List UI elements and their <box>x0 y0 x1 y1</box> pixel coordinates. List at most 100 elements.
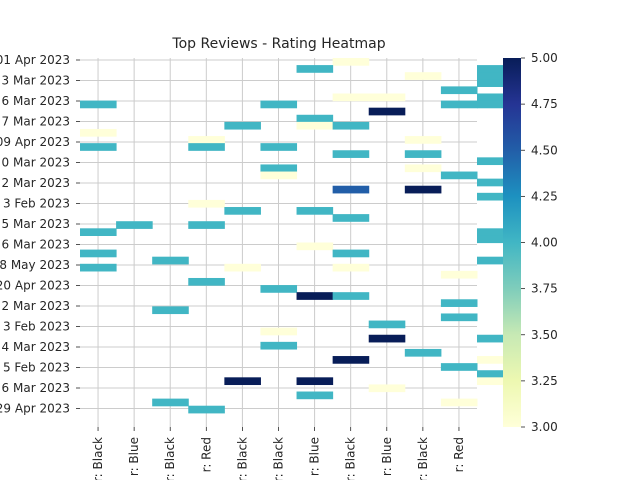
heatmap-cell <box>296 377 334 386</box>
colorbar-tick-label: 4.75 <box>531 97 558 111</box>
heatmap-cell <box>260 143 298 151</box>
colorbar-tick-label: 5.00 <box>531 51 558 65</box>
heatmap-cell <box>440 299 478 307</box>
heatmap-cell <box>440 363 478 371</box>
x-tick-label: r: Black <box>272 437 286 480</box>
heatmap-cell <box>404 348 442 357</box>
heatmap-cell <box>477 334 514 343</box>
heatmap-cell <box>477 235 514 244</box>
y-tick-label: 2 Mar 2023 <box>2 176 70 190</box>
x-tick-label: r: Blue <box>127 437 141 476</box>
heatmap-cell <box>404 72 442 80</box>
heatmap-cell <box>80 263 117 272</box>
y-tick-label: 8 May 2023 <box>0 258 70 272</box>
heatmap-cell <box>477 65 514 73</box>
heatmap-cell <box>440 171 478 180</box>
colorbar-tick-label: 3.50 <box>531 328 558 342</box>
x-tick-label: r: Red <box>199 437 213 472</box>
y-tick-label: 7 Mar 2023 <box>2 115 70 129</box>
heatmap-cell <box>477 100 514 109</box>
chart-title: Top Reviews - Rating Heatmap <box>171 36 385 52</box>
heatmap-cell <box>440 86 478 95</box>
heatmap-cell <box>440 100 478 109</box>
heatmap-cell <box>188 405 225 414</box>
y-tick-label: 09 Apr 2023 <box>0 135 70 149</box>
y-tick-label: 3 Mar 2023 <box>2 74 70 88</box>
heatmap-cell <box>404 150 442 158</box>
heatmap-cell <box>296 114 334 123</box>
heatmap-cell <box>477 72 514 80</box>
y-tick-label: 3 Feb 2023 <box>3 320 70 334</box>
heatmap-cell <box>224 121 261 130</box>
heatmap-cell <box>440 398 478 407</box>
colorbar-tick-label: 4.00 <box>531 236 558 250</box>
heatmap-cell <box>477 192 514 201</box>
heatmap-cell <box>332 356 370 364</box>
y-tick-label: 29 Apr 2023 <box>0 402 70 416</box>
heatmap-cell <box>332 121 370 130</box>
heatmap-cell <box>368 320 406 329</box>
heatmap-cells <box>80 58 514 414</box>
heatmap-cell <box>404 164 442 173</box>
heatmap-cell <box>477 178 514 187</box>
heatmap-cell <box>260 285 298 293</box>
x-tick-label: r: Black <box>416 437 430 480</box>
heatmap-cell <box>477 93 514 102</box>
heatmap-cell <box>260 164 298 173</box>
heatmap-cell <box>260 171 298 180</box>
y-tick-label: 2 Mar 2023 <box>2 299 70 313</box>
heatmap-cell <box>80 128 117 137</box>
y-tick-label: 5 Mar 2023 <box>2 217 70 231</box>
heatmap-cell <box>260 327 298 336</box>
y-tick-labels: 01 Apr 2023 3 Mar 2023 6 Mar 2023 7 Mar 202… <box>0 53 80 416</box>
heatmap-cell <box>260 341 298 350</box>
colorbar-tick-label: 3.00 <box>531 420 558 434</box>
heatmap-cell <box>477 79 514 87</box>
heatmap-cell <box>224 377 261 386</box>
heatmap-cell <box>477 356 514 364</box>
heatmap-cell <box>368 334 406 343</box>
grid-lines <box>80 58 477 427</box>
heatmap-cell <box>332 93 370 102</box>
heatmap-cell <box>332 185 370 194</box>
heatmap-cell <box>188 221 225 229</box>
heatmap-cell <box>188 277 225 286</box>
colorbar-tick-labels: 3.00 3.25 3.50 3.75 4.00 4.25 4.50 4.75 5.00 <box>521 51 558 434</box>
heatmap-cell <box>368 107 406 116</box>
y-tick-label: 5 Feb 2023 <box>3 361 70 375</box>
heatmap-cell <box>368 93 406 102</box>
heatmap-cell <box>188 199 225 208</box>
x-tick-label: r: Blue <box>380 437 394 476</box>
heatmap-cell <box>80 228 117 237</box>
heatmap-cell <box>152 256 189 265</box>
colorbar-tick-label: 3.25 <box>531 374 558 388</box>
x-tick-label: r: Black <box>344 437 358 480</box>
colorbar <box>503 58 521 427</box>
heatmap-cell <box>332 249 370 258</box>
heatmap-cell <box>188 136 225 144</box>
heatmap-cell <box>188 143 225 151</box>
heatmap-cell <box>224 207 261 215</box>
heatmap-cell <box>368 384 406 393</box>
colorbar-tick-label: 4.25 <box>531 189 558 203</box>
y-tick-label: 01 Apr 2023 <box>0 53 70 67</box>
heatmap-cell <box>332 263 370 272</box>
y-tick-label: 4 Mar 2023 <box>2 340 70 354</box>
y-tick-label: 6 Mar 2023 <box>2 94 70 108</box>
heatmap-cell <box>477 377 514 386</box>
heatmap-cell <box>296 121 334 130</box>
colorbar-tick-label: 4.50 <box>531 143 558 157</box>
x-tick-label: r: Blue <box>308 437 322 476</box>
heatmap-cell <box>332 58 370 66</box>
y-tick-label: 0 Mar 2023 <box>2 156 70 170</box>
heatmap-cell <box>440 270 478 279</box>
x-tick-label: r: Black <box>91 437 105 480</box>
heatmap-cell <box>80 249 117 258</box>
heatmap-cell <box>152 398 189 407</box>
heatmap-cell <box>296 391 334 400</box>
heatmap-cell <box>80 100 117 109</box>
heatmap-cell <box>477 228 514 237</box>
y-tick-label: 20 Apr 2023 <box>0 279 70 293</box>
heatmap-cell <box>152 306 189 315</box>
